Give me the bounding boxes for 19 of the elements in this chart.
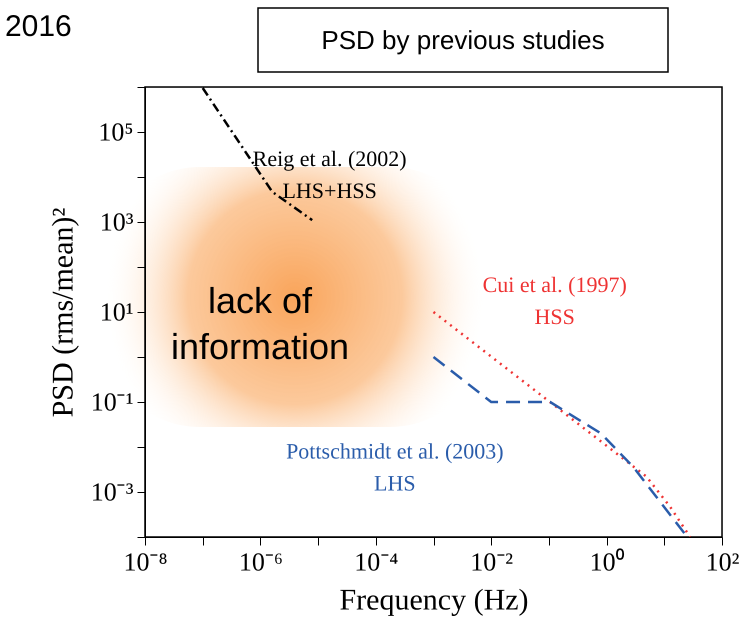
y-tick-label: 10⁵ [98, 118, 134, 146]
x-tick-label: 10⁻⁸ [123, 548, 168, 576]
series-label: Reig et al. (2002) LHS+HSS [252, 146, 407, 203]
x-tick-label: 10⁻⁶ [238, 548, 283, 576]
y-tick-label: 10¹ [100, 298, 134, 326]
y-axis-title: PSD (rms/mean)² [46, 208, 80, 418]
x-tick-label: 10⁰ [590, 548, 625, 576]
series-label: Pottschmidt et al. (2003) LHS [286, 438, 504, 496]
chart-title: PSD by previous studies [321, 25, 605, 55]
y-tick-label: 10³ [100, 208, 134, 236]
y-tick-label: 10⁻³ [90, 478, 134, 506]
x-tick-label: 10⁻² [470, 548, 514, 576]
y-tick-label: 10⁻¹ [90, 388, 134, 416]
x-tick-label: 10⁻⁴ [354, 548, 398, 576]
annotation: lack of information [170, 280, 350, 367]
series-label: Cui et al. (1997) HSS [482, 272, 627, 329]
x-tick-label: 10² [706, 548, 740, 576]
text: 2016 [5, 10, 72, 43]
x-axis-title: Frequency (Hz) [339, 584, 529, 616]
